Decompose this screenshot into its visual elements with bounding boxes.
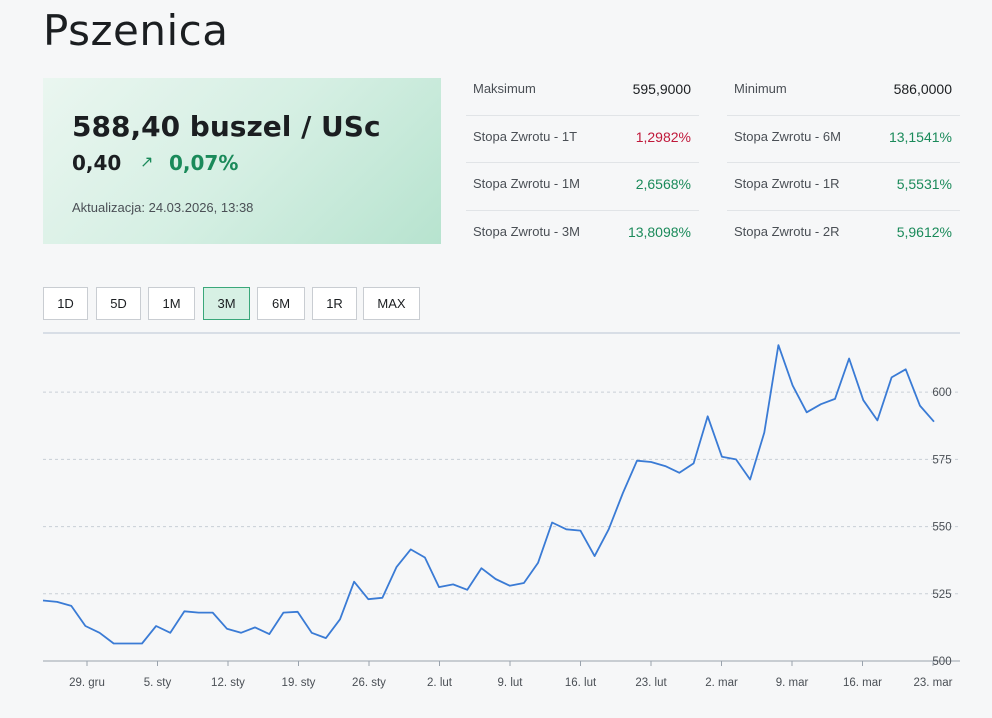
trend-up-arrow-icon: ↗ (140, 154, 154, 171)
price-change: 0,40 (72, 151, 122, 175)
x-axis-labels: 29. gru 5. sty 12. sty 19. sty 26. sty 2. lut… (69, 661, 953, 689)
x-tick-label: 2. mar (705, 677, 738, 689)
stat-row-return-6m: Stopa Zwrotu - 6M 13,1541% (727, 116, 960, 163)
range-tab-3m[interactable]: 3M (203, 287, 250, 320)
stat-value: 2,6568% (635, 176, 691, 192)
grid-lines (43, 391, 960, 662)
x-tick-label: 23. mar (914, 677, 953, 689)
y-tick-label: 600 (932, 387, 951, 399)
x-tick-label: 23. lut (635, 677, 667, 689)
stat-label: Maksimum (473, 81, 536, 96)
stat-row-return-1m: Stopa Zwrotu - 1M 2,6568% (466, 163, 699, 211)
current-price: 588,40 buszel / USc (72, 110, 381, 143)
x-tick-label: 2. lut (427, 677, 453, 689)
x-tick-label: 29. gru (69, 677, 105, 689)
stat-value: 586,0000 (893, 81, 952, 97)
series-line (42, 344, 935, 645)
stat-row-max: Maksimum 595,9000 (466, 68, 699, 116)
x-tick-label: 16. mar (843, 677, 882, 689)
x-tick-label: 16. lut (565, 677, 597, 689)
stat-row-return-1y: Stopa Zwrotu - 1R 5,5531% (727, 163, 960, 211)
y-tick-label: 525 (932, 589, 951, 601)
stat-value: 13,1541% (888, 128, 952, 145)
stat-value: 5,9612% (896, 223, 952, 240)
stat-label: Stopa Zwrotu - 1T (473, 128, 578, 144)
x-tick-label: 9. mar (776, 677, 809, 689)
x-tick-label: 19. sty (282, 677, 316, 689)
stat-label: Stopa Zwrotu - 1R (734, 176, 840, 191)
price-change-percent: 0,07% (169, 151, 239, 175)
stat-row-return-2y: Stopa Zwrotu - 2R 5,9612% (727, 211, 960, 259)
range-tab-1m[interactable]: 1M (148, 287, 195, 320)
y-tick-label: 575 (932, 454, 951, 466)
stat-value: 13,8098% (627, 223, 691, 240)
y-tick-label: 550 (932, 522, 951, 534)
stat-row-min: Minimum 586,0000 (727, 68, 960, 116)
stat-label: Stopa Zwrotu - 1M (473, 176, 580, 191)
page-title: Pszenica (43, 6, 229, 55)
range-tab-max[interactable]: MAX (363, 287, 420, 320)
stats-column-left: Maksimum 595,9000 Stopa Zwrotu - 1T 1,29… (466, 68, 699, 258)
x-tick-label: 12. sty (211, 677, 245, 689)
range-tab-1d[interactable]: 1D (43, 287, 88, 320)
x-tick-label: 26. sty (352, 677, 386, 689)
stat-label: Stopa Zwrotu - 3M (473, 223, 580, 239)
price-card: 588,40 buszel / USc 0,40 ↗ 0,07% Aktuali… (43, 78, 441, 244)
range-tab-6m[interactable]: 6M (257, 287, 305, 320)
range-tab-1y[interactable]: 1R (312, 287, 357, 320)
price-chart[interactable]: 500 525 550 575 600 29. gru 5. sty 12. sty 19. … (0, 330, 992, 718)
stat-value: 5,5531% (896, 176, 952, 192)
x-tick-label: 5. sty (144, 677, 172, 689)
range-tab-5d[interactable]: 5D (96, 287, 141, 320)
stat-value: 1,2982% (635, 128, 691, 145)
stats-column-right: Minimum 586,0000 Stopa Zwrotu - 6M 13,15… (727, 68, 960, 258)
stat-label: Stopa Zwrotu - 6M (734, 128, 841, 144)
stat-label: Stopa Zwrotu - 2R (734, 223, 840, 239)
last-update-timestamp: Aktualizacja: 24.03.2026, 13:38 (72, 200, 254, 215)
stat-value: 595,9000 (632, 81, 691, 97)
x-tick-label: 9. lut (498, 677, 524, 689)
stat-row-return-3m: Stopa Zwrotu - 3M 13,8098% (466, 211, 699, 259)
y-tick-label: 500 (932, 656, 951, 668)
stat-label: Minimum (734, 81, 787, 96)
stat-row-return-1w: Stopa Zwrotu - 1T 1,2982% (466, 116, 699, 163)
y-axis-labels: 500 525 550 575 600 (932, 387, 951, 668)
